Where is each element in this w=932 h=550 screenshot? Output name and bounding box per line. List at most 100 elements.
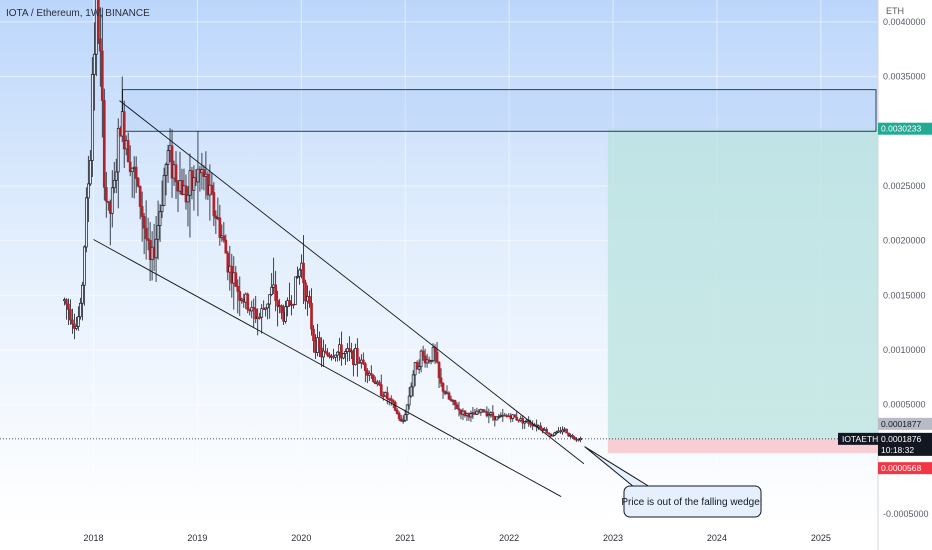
candle-body-48 [158, 211, 162, 226]
y-tick-label-0.0035000: 0.0035000 [883, 72, 926, 82]
candle-body-51 [164, 164, 168, 176]
candle-body-76 [214, 215, 218, 219]
candle-body-179 [419, 350, 423, 368]
candle-body-6 [75, 326, 78, 329]
candle-body-32 [126, 140, 130, 163]
x-tick-label-2020: 2020 [291, 533, 311, 543]
x-tick-label-2019: 2019 [187, 533, 207, 543]
candle-body-178 [417, 366, 421, 370]
last-close-tag-text: 0.0001877 [881, 419, 921, 429]
candle-body-37 [136, 178, 140, 187]
target-price-tag-text: 0.0030233 [881, 124, 921, 134]
candle-body-7 [77, 316, 80, 327]
candle-body-180 [421, 350, 425, 357]
candle-body-193 [447, 392, 451, 400]
candle-body-13 [88, 160, 92, 185]
candle-body-172 [405, 404, 409, 416]
trendline-wedge-upper[interactable] [119, 100, 585, 465]
candle-body-242 [545, 429, 549, 434]
y-tick-label--0.0005000: -0.0005000 [883, 509, 929, 519]
candle-body-141 [344, 351, 347, 354]
candle-body-130 [322, 350, 325, 358]
candle-body-117 [296, 275, 299, 278]
candle-body-185 [431, 347, 435, 362]
candle-body-18 [98, 38, 102, 52]
candle-body-215 [491, 412, 495, 417]
candle-body-255 [571, 434, 574, 438]
candle-body-125 [312, 328, 315, 341]
candle-body-25 [112, 179, 116, 189]
candle-body-56 [174, 164, 178, 183]
candle-body-123 [308, 296, 311, 304]
candle-body-154 [369, 373, 373, 376]
x-tick-label-2022: 2022 [499, 533, 519, 543]
candle-body-115 [292, 303, 295, 306]
candle-body-158 [377, 381, 381, 385]
candle-body-33 [128, 161, 132, 173]
candle-body-99 [260, 308, 264, 318]
countdown-text: 10:18:32 [881, 445, 914, 455]
candle-body-170 [401, 419, 405, 422]
candle-body-243 [547, 432, 550, 435]
candle-body-247 [555, 431, 558, 434]
candle-body-26 [114, 171, 118, 181]
candle-body-40 [142, 216, 146, 229]
symbol-label-text: IOTAETH [842, 434, 878, 444]
candle-body-8 [79, 302, 82, 318]
candle-body-41 [144, 227, 148, 240]
candle-body-109 [280, 305, 283, 313]
candle-body-52 [166, 150, 170, 165]
time-scale-background [0, 525, 878, 550]
candle-body-70 [202, 169, 206, 177]
candle-body-120 [302, 262, 305, 284]
candle-body-136 [334, 354, 337, 358]
x-tick-label-2018: 2018 [83, 533, 103, 543]
candle-body-190 [441, 382, 445, 392]
candle-body-78 [218, 217, 222, 238]
price-scale[interactable]: 0.0040000 0.0035000 0.0025000 0.0020000 0.00… [883, 17, 929, 519]
annotation-bubble[interactable]: Price is out of the falling wedge! [621, 485, 763, 518]
candle-body-9 [81, 284, 84, 304]
candle-body-30 [122, 111, 126, 150]
candle-body-46 [154, 238, 158, 259]
candle-body-67 [196, 168, 200, 183]
candle-body-230 [521, 418, 525, 424]
candle-body-11 [84, 197, 88, 248]
candle-body-4 [71, 319, 74, 325]
candle-body-253 [567, 432, 570, 437]
price-tags: 0.0030233 0.0001877 0.000187610:18:32IOTAE… [838, 122, 932, 475]
candle-body-132 [326, 352, 329, 356]
candle-body-252 [565, 428, 568, 434]
candle-body-21 [104, 186, 108, 202]
candle-body-143 [348, 348, 351, 352]
candle-body-189 [439, 377, 443, 384]
candle-body-164 [389, 398, 393, 401]
candle-body-210 [481, 409, 485, 412]
candle-body-38 [138, 185, 142, 207]
candle-body-19 [100, 50, 104, 101]
candle-body-20 [102, 100, 106, 188]
candle-body-86 [234, 272, 238, 287]
candle-body-1 [65, 299, 68, 305]
y-tick-label-0.0020000: 0.0020000 [883, 236, 926, 246]
last-close-tag-bg [878, 417, 932, 430]
current-price-tag-bg [878, 432, 932, 456]
x-tick-label-2024: 2024 [707, 533, 727, 543]
x-tick-label-2023: 2023 [603, 533, 623, 543]
time-scale[interactable]: 2018 2019 2020 2021 2022 2023 2024 2025 [83, 533, 830, 543]
trendline-wedge-lower[interactable] [93, 239, 562, 497]
y-tick-label-0.0015000: 0.0015000 [883, 290, 926, 300]
candle-body-159 [379, 384, 383, 397]
candle-body-2 [67, 303, 70, 310]
resistance-zone[interactable] [122, 89, 877, 132]
candle-body-155 [371, 374, 375, 382]
candle-body-74 [210, 184, 214, 193]
candle-body-96 [254, 308, 258, 320]
candle-body-87 [236, 285, 240, 292]
current-price-tag-text: 0.0001876 [881, 434, 921, 444]
candle-body-80 [222, 235, 226, 241]
candle-body-188 [437, 361, 441, 379]
y-tick-label-0.0040000: 0.0040000 [883, 17, 926, 27]
candle-body-17 [96, 0, 100, 40]
